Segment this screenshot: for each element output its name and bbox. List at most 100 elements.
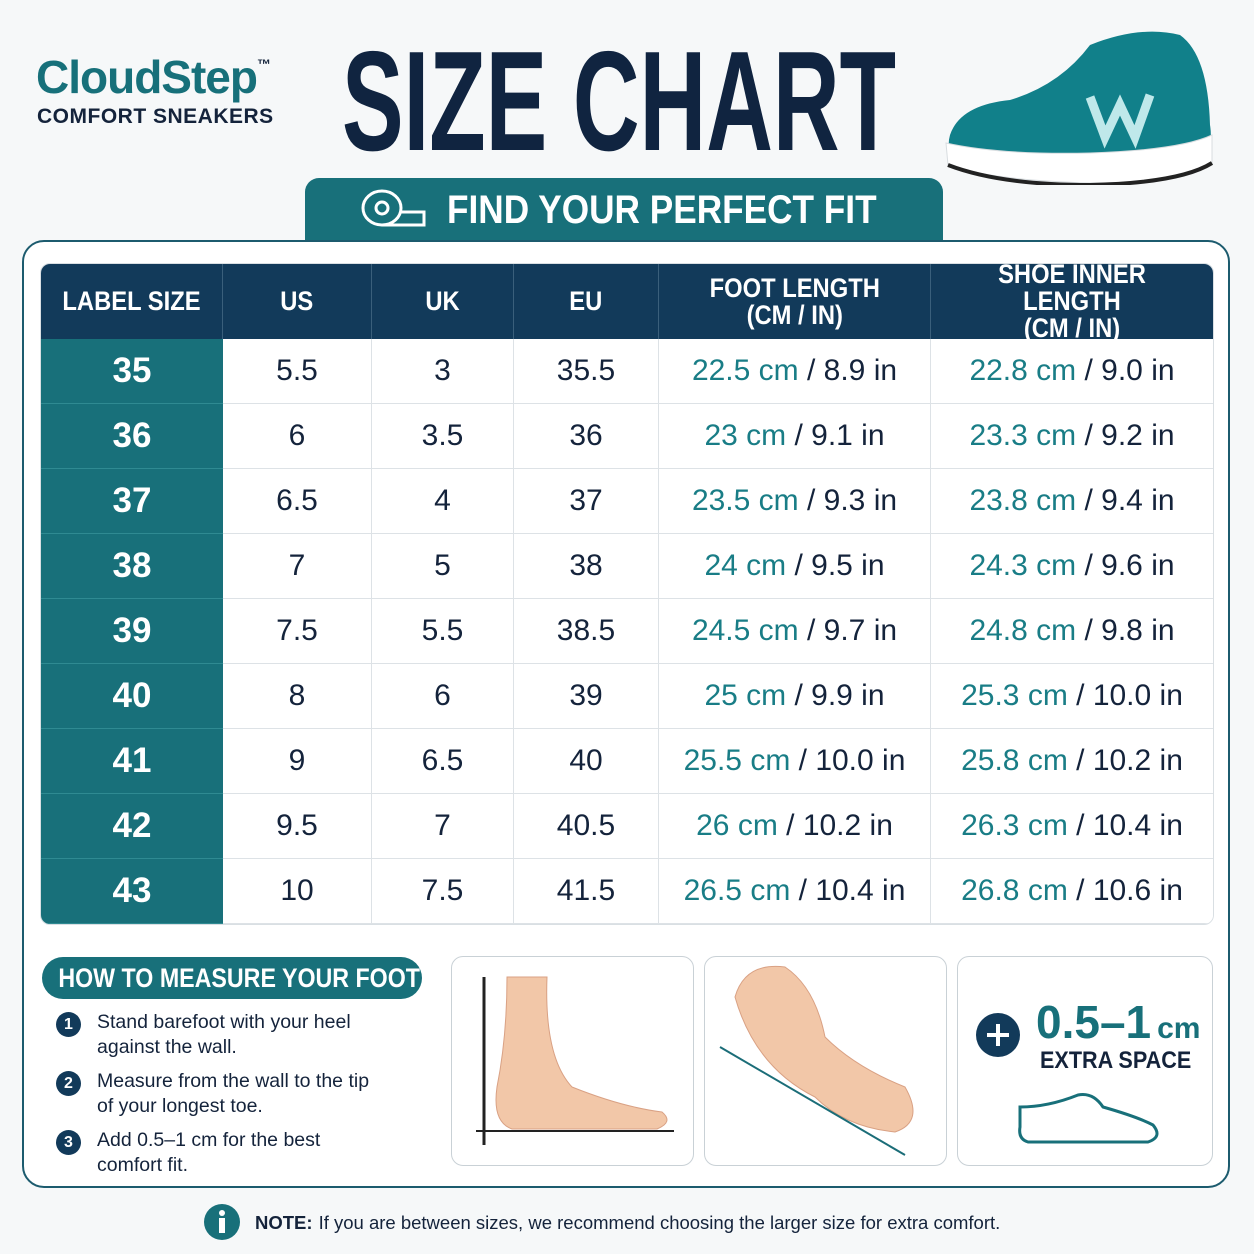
brand-name: CloudStep (36, 51, 258, 103)
header-cell: EU (514, 264, 659, 339)
label-size-cell: 40 (41, 664, 223, 729)
in-value: / 10.2 in (777, 809, 893, 842)
step-text: Add 0.5–1 cm for the best comfort fit. (97, 1129, 321, 1176)
step: 1 Stand barefoot with your heel against t… (56, 1010, 386, 1060)
size-cell: 26 cm / 10.2 in (659, 794, 931, 859)
label-size-cell: 35 (41, 339, 223, 404)
size-cell: 9.5 (223, 794, 372, 859)
size-cell: 25.5 cm / 10.0 in (659, 729, 931, 794)
title-svg: SIZE CHART (342, 30, 896, 160)
foot-shape (734, 965, 914, 1133)
cm-value: 26 cm (696, 809, 778, 842)
tape-strip (382, 210, 426, 227)
size-cell: 8 (223, 664, 372, 729)
cm-value: 25.5 cm (683, 744, 791, 777)
step: 2 Measure from the wall to the tip of you… (56, 1069, 386, 1119)
cm-value: 24.5 cm (691, 614, 799, 647)
info-icon (204, 1204, 240, 1240)
cm-value: 26.8 cm (961, 874, 1068, 907)
size-cell: 6.5 (223, 469, 372, 534)
tape-icon (361, 189, 426, 227)
side-foot (476, 976, 674, 1145)
cm-value: 23 cm (704, 419, 787, 452)
extra-label: EXTRA SPACE (1040, 1047, 1192, 1074)
measure-line (719, 1046, 906, 1156)
size-cell: 9 (223, 729, 372, 794)
label-size-cell: 36 (41, 404, 223, 469)
step: 3 Add 0.5–1 cm for the best comfort fit. (56, 1128, 386, 1178)
in-value: / 9.9 in (786, 679, 885, 712)
cm-value: 22.5 cm (691, 354, 799, 387)
size-cell: 26.5 cm / 10.4 in (659, 859, 931, 924)
in-value: / 10.0 in (1067, 679, 1183, 712)
step-text: Stand barefoot with your heel against th… (97, 1011, 351, 1058)
step-text: Measure from the wall to the tip of your… (97, 1070, 370, 1117)
in-value: / 9.4 in (1076, 484, 1175, 517)
shoe-logo (1085, 93, 1155, 149)
header-cell: UK (372, 264, 514, 339)
label-size-cell: 39 (41, 599, 223, 664)
size-cell: 3.5 (372, 404, 514, 469)
in-value: / 10.4 in (790, 874, 906, 907)
cm-value: 23.5 cm (691, 484, 799, 517)
shoe-image (945, 31, 1214, 185)
subtitle-banner (305, 178, 943, 240)
size-cell: 26.3 cm / 10.4 in (931, 794, 1213, 859)
header-text: UK (425, 286, 460, 316)
size-cell: 6 (223, 404, 372, 469)
size-cell: 24 cm / 9.5 in (659, 534, 931, 599)
cm-value: 22.8 cm (969, 354, 1077, 387)
step-number: 2 (56, 1071, 81, 1096)
in-value: / 10.6 in (1067, 874, 1183, 907)
cm-value: 24.8 cm (969, 614, 1077, 647)
in-value: / 9.0 in (1076, 354, 1175, 387)
size-cell: 5.5 (223, 339, 372, 404)
header-text: US (280, 286, 314, 316)
in-value: / 9.3 in (798, 484, 898, 517)
label-size-cell: 41 (41, 729, 223, 794)
extra-box (957, 956, 1213, 1166)
in-value: / 8.9 in (798, 354, 898, 387)
size-cell: 5 (372, 534, 514, 599)
header-cell: US (223, 264, 372, 339)
header-text: EU (569, 286, 603, 316)
label-size-cell: 42 (41, 794, 223, 859)
cm-value: 23.3 cm (969, 419, 1077, 452)
size-cell: 7 (223, 534, 372, 599)
label-size-cell: 43 (41, 859, 223, 924)
in-value: / 10.4 in (1067, 809, 1183, 842)
note-text: If you are between sizes, we recommend c… (318, 1212, 1001, 1233)
size-cell: 22.8 cm / 9.0 in (931, 339, 1213, 404)
extra-amount-value: 0.5–1 (1036, 996, 1152, 1048)
size-cell: 6 (372, 664, 514, 729)
cm-value: 26.5 cm (683, 874, 791, 907)
size-cell: 24.3 cm / 9.6 in (931, 534, 1213, 599)
in-value: / 10.0 in (790, 744, 906, 777)
cm-value: 25.3 cm (961, 679, 1068, 712)
header-cell: FOOT LENGTH (CM / IN) (659, 264, 931, 339)
shoe-outsole (947, 161, 1214, 185)
cm-value: 23.8 cm (969, 484, 1077, 517)
size-cell: 25.8 cm / 10.2 in (931, 729, 1213, 794)
subtitle: FIND YOUR PERFECT FIT (447, 188, 877, 232)
size-cell: 37 (514, 469, 659, 534)
header-cell: SHOE INNER LENGTH (CM / IN) (931, 263, 1213, 343)
cm-value: 26.3 cm (961, 809, 1068, 842)
header-text: SHOE INNER LENGTH (CM / IN) (998, 263, 1146, 343)
top-foot-box (704, 956, 947, 1166)
step-number: 3 (56, 1130, 81, 1155)
cm-value: 25 cm (704, 679, 787, 712)
title: SIZE CHART (342, 30, 896, 160)
size-cell: 7 (372, 794, 514, 859)
info-dot (219, 1210, 225, 1216)
size-cell: 40.5 (514, 794, 659, 859)
measure-title-text: HOW TO MEASURE YOUR FOOT (58, 963, 420, 993)
size-cell: 23.8 cm / 9.4 in (931, 469, 1213, 534)
top-foot (719, 965, 914, 1156)
size-cell: 10 (223, 859, 372, 924)
size-cell: 41.5 (514, 859, 659, 924)
size-cell: 24.5 cm / 9.7 in (659, 599, 931, 664)
size-cell: 4 (372, 469, 514, 534)
size-cell: 5.5 (372, 599, 514, 664)
